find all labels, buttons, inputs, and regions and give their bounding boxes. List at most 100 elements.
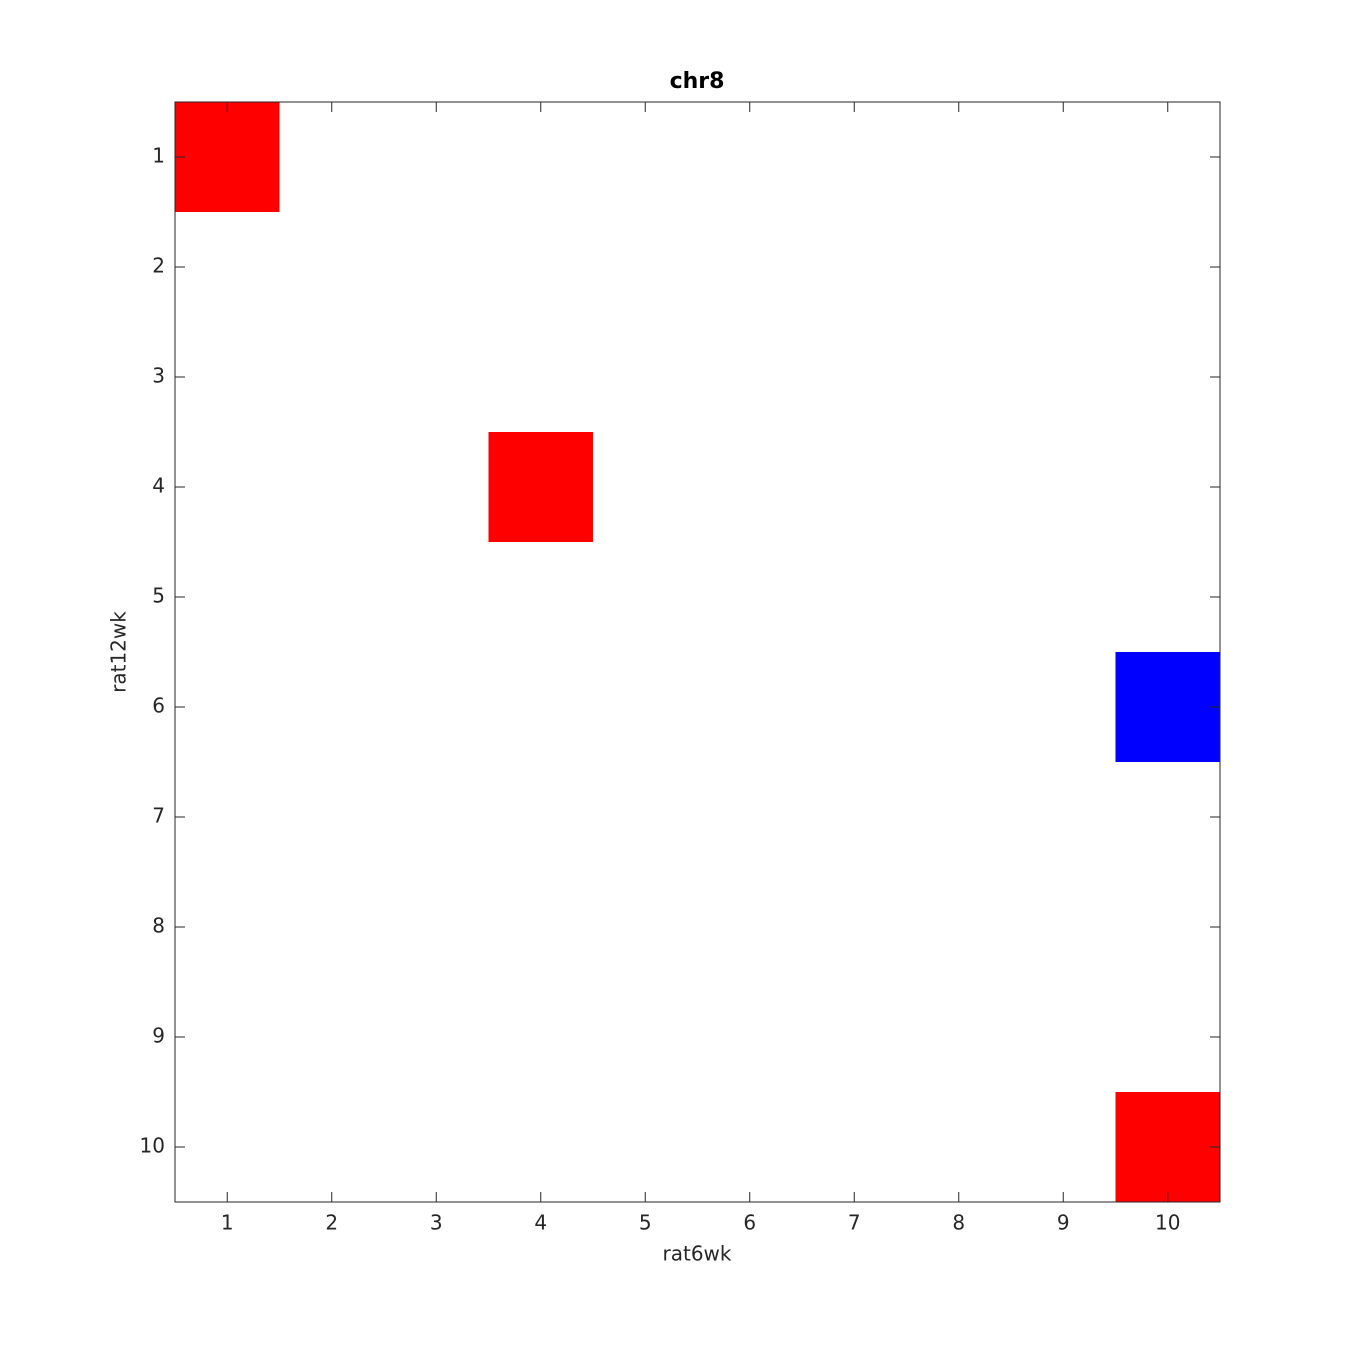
x-tick-label: 9	[1057, 1211, 1070, 1235]
x-tick-label: 10	[1155, 1211, 1180, 1235]
heatmap-cell	[1011, 322, 1116, 432]
heatmap-cell	[906, 102, 1011, 212]
heatmap-cell	[697, 102, 802, 212]
heatmap-cell	[1115, 762, 1220, 872]
heatmap-cell	[1115, 652, 1220, 762]
y-tick-label: 6	[152, 694, 165, 718]
heatmap-cell	[384, 1092, 489, 1202]
heatmap-cell	[906, 982, 1011, 1092]
heatmap-cell	[1115, 322, 1220, 432]
heatmap-cell	[488, 982, 593, 1092]
heatmap-cell	[1115, 212, 1220, 322]
heatmap-cell	[488, 542, 593, 652]
heatmap-cell	[175, 872, 280, 982]
heatmap-cell	[175, 1092, 280, 1202]
heatmap-cell	[593, 652, 698, 762]
heatmap-cell	[1115, 1092, 1220, 1202]
heatmap-cell	[802, 982, 907, 1092]
heatmap-cell	[802, 322, 907, 432]
x-tick-label: 6	[743, 1211, 756, 1235]
heatmap-cell	[802, 652, 907, 762]
heatmap-cell	[384, 212, 489, 322]
heatmap-cell	[384, 872, 489, 982]
x-tick-label: 7	[848, 1211, 861, 1235]
heatmap-cell	[1011, 102, 1116, 212]
heatmap-cell	[1115, 542, 1220, 652]
heatmap-cell	[802, 432, 907, 542]
heatmap-cell	[175, 542, 280, 652]
heatmap-cell	[1115, 872, 1220, 982]
heatmap-cell	[697, 432, 802, 542]
heatmap-cell	[1011, 212, 1116, 322]
heatmap-cell	[488, 212, 593, 322]
heatmap-cell	[906, 432, 1011, 542]
heatmap-cell	[384, 652, 489, 762]
heatmap-cell	[593, 432, 698, 542]
heatmap-cell	[488, 652, 593, 762]
heatmap-cell	[593, 212, 698, 322]
y-tick-label: 3	[152, 364, 165, 388]
chart-title: chr8	[670, 69, 725, 94]
x-axis-label: rat6wk	[663, 1242, 732, 1266]
heatmap-cell	[279, 872, 384, 982]
heatmap-cell	[384, 322, 489, 432]
heatmap-cell	[697, 542, 802, 652]
heatmap-cell	[1011, 872, 1116, 982]
heatmap-cell	[384, 102, 489, 212]
heatmap-cell	[279, 652, 384, 762]
heatmap-cell	[1011, 432, 1116, 542]
x-tick-label: 3	[430, 1211, 443, 1235]
heatmap-cell	[488, 872, 593, 982]
y-tick-label: 10	[140, 1134, 165, 1158]
heatmap-cell	[697, 652, 802, 762]
heatmap-cell	[802, 212, 907, 322]
heatmap-cell	[697, 1092, 802, 1202]
heatmap-cell	[279, 542, 384, 652]
x-tick-label: 8	[952, 1211, 965, 1235]
heatmap-cell	[175, 762, 280, 872]
heatmap-cell	[1115, 102, 1220, 212]
heatmap-cell	[802, 762, 907, 872]
y-tick-label: 4	[152, 474, 165, 498]
heatmap-cell	[802, 542, 907, 652]
heatmap-cell	[279, 982, 384, 1092]
heatmap-cell	[906, 322, 1011, 432]
y-tick-label: 5	[152, 584, 165, 608]
heatmap-cell	[175, 432, 280, 542]
heatmap-cell	[1115, 432, 1220, 542]
heatmap-cell	[175, 102, 280, 212]
heatmap-cell	[279, 322, 384, 432]
heatmap-cell	[697, 982, 802, 1092]
y-tick-label: 2	[152, 254, 165, 278]
heatmap-cell	[488, 322, 593, 432]
heatmap-cell	[175, 212, 280, 322]
heatmap-cell	[488, 432, 593, 542]
heatmap-cell	[802, 872, 907, 982]
heatmap-cell	[906, 872, 1011, 982]
heatmap-cell	[697, 322, 802, 432]
heatmap-cell	[175, 322, 280, 432]
heatmap-cell	[279, 1092, 384, 1202]
heatmap-cell	[906, 652, 1011, 762]
heatmap-cell	[906, 762, 1011, 872]
y-tick-label: 9	[152, 1024, 165, 1048]
x-tick-label: 1	[221, 1211, 234, 1235]
heatmap-cell	[593, 762, 698, 872]
heatmap-cell	[1011, 542, 1116, 652]
y-axis-label: rat12wk	[107, 611, 131, 693]
heatmap-cell	[488, 762, 593, 872]
heatmap-cell	[593, 982, 698, 1092]
x-tick-label: 4	[534, 1211, 547, 1235]
heatmap-cell	[906, 212, 1011, 322]
heatmap-cell	[384, 432, 489, 542]
heatmap-cell	[488, 102, 593, 212]
heatmap-cell	[906, 1092, 1011, 1202]
heatmap-cell	[384, 542, 489, 652]
heatmap-cell	[593, 102, 698, 212]
heatmap-cell	[1011, 982, 1116, 1092]
x-tick-label: 2	[325, 1211, 338, 1235]
heatmap-cell	[802, 1092, 907, 1202]
heatmap-cell	[593, 322, 698, 432]
heatmap-cell	[593, 542, 698, 652]
